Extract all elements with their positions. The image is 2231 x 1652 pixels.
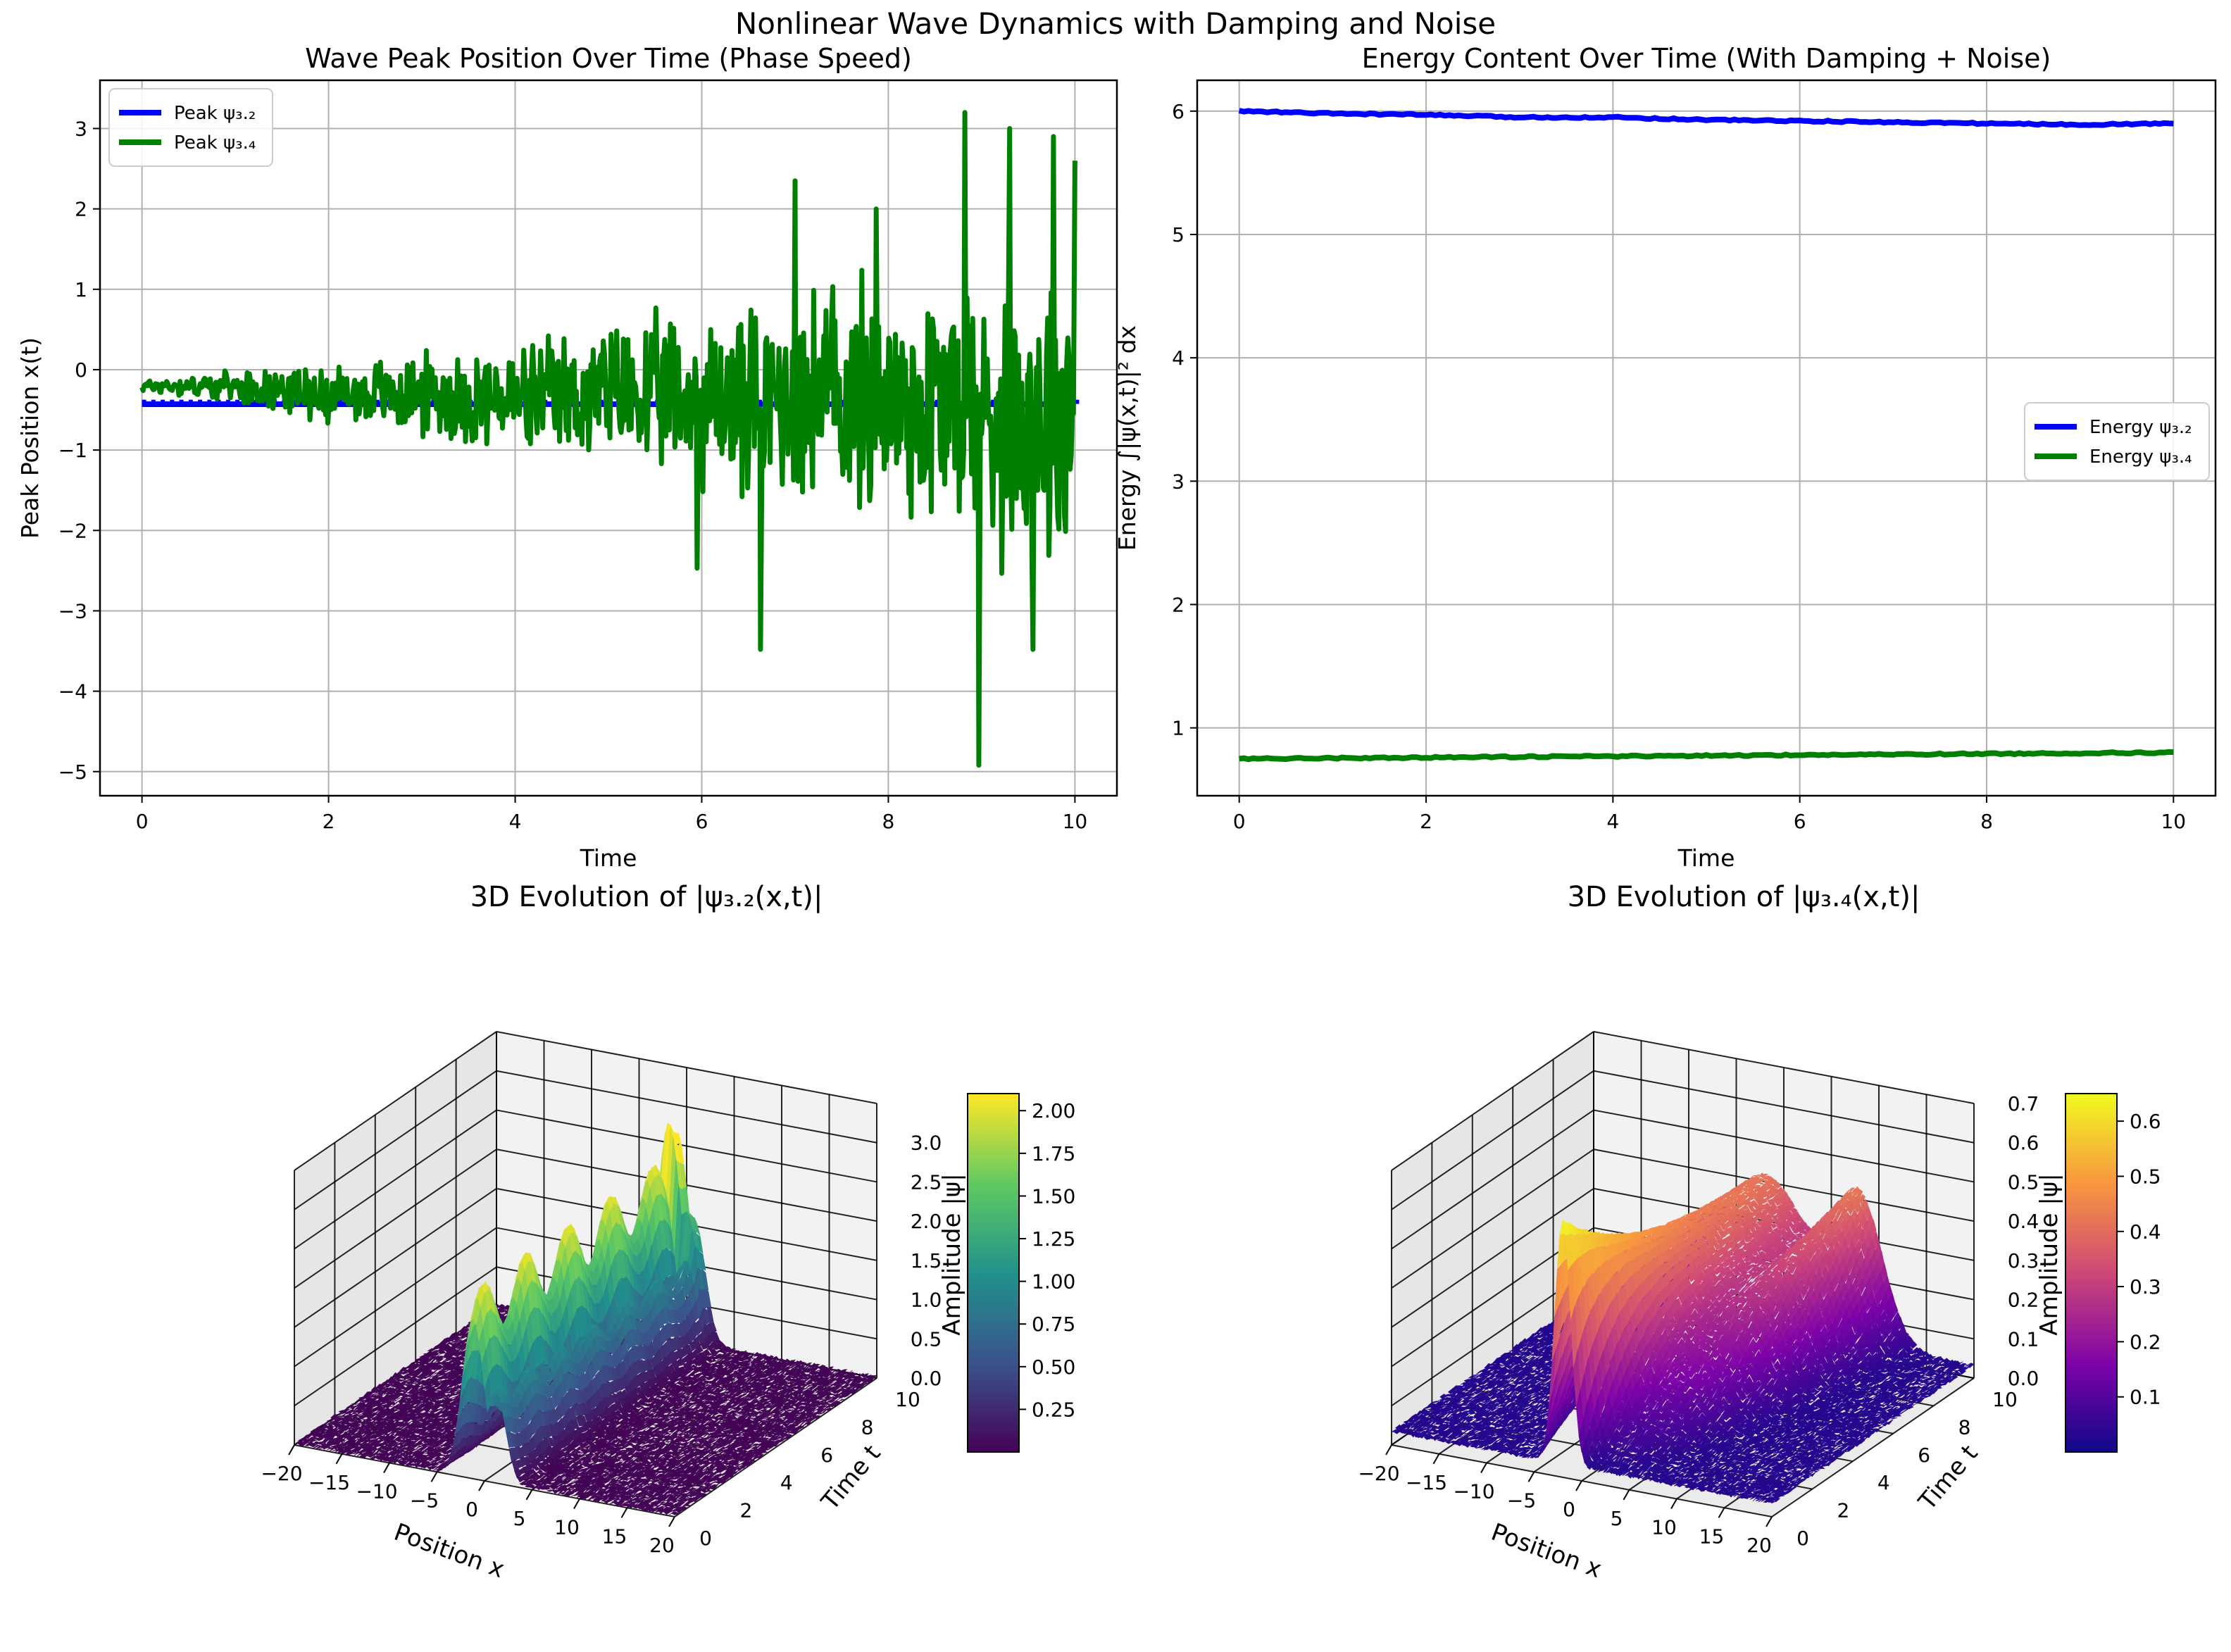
figure-suptitle: Nonlinear Wave Dynamics with Damping and…	[735, 6, 1496, 41]
surface-cell	[499, 1312, 508, 1317]
pane-gridline	[294, 1031, 497, 1171]
y-tick-label: 4	[1172, 346, 1185, 370]
y-tick-label: 2	[1172, 593, 1185, 616]
surface-cell	[864, 1375, 872, 1379]
surface-cell	[860, 1377, 868, 1382]
surface-cell	[812, 1363, 820, 1368]
legend-label-0: Peak ψ₃.₂	[174, 103, 256, 124]
surface-cell	[721, 1351, 729, 1354]
surface-cell	[785, 1367, 793, 1372]
x-tick-label: 0	[1233, 810, 1246, 833]
y-tick-label: 3	[75, 117, 87, 140]
surface-cell	[498, 1313, 505, 1315]
surface-cell	[719, 1351, 727, 1353]
surface-cell	[693, 1220, 701, 1236]
surface-cell	[790, 1360, 799, 1365]
surface-cell	[799, 1361, 807, 1365]
legend-box	[2024, 402, 2210, 481]
legend-label-0: Energy ψ₃.₂	[2089, 417, 2192, 438]
x-tick-label: 10	[2161, 810, 2186, 833]
series-line-1	[1239, 749, 2174, 763]
surface-cell	[706, 1343, 715, 1351]
x-tick-label: 8	[882, 810, 895, 833]
surface-cell	[749, 1356, 756, 1359]
surface-cell	[727, 1351, 735, 1357]
y-tick-label: −5	[58, 761, 87, 784]
y-tick-label: −2	[58, 519, 87, 542]
pane-gridline	[294, 1188, 497, 1328]
surface-cell	[747, 1353, 755, 1356]
surface-cell	[842, 1377, 850, 1380]
surface-cell	[787, 1363, 795, 1368]
x-tick-label: 0	[136, 810, 149, 833]
surface-psi32-chart: −20 −15 −10 −5 0 5 10 15 20 02468100.00.51.01.52.…	[261, 881, 1075, 1584]
surface-cell	[713, 1344, 721, 1351]
surface-cell	[782, 1358, 791, 1364]
peak-position-chart: 0 2 4 6 8 10 −5 −4 −3 −2 −1 0 1 2 3 Wave Peak Position …	[16, 43, 1118, 872]
y-axis-label: Energy ∫|ψ(x,t)|² dx	[1113, 325, 1141, 551]
y-tick-label: −1	[58, 439, 87, 462]
pane-gridline	[294, 1227, 497, 1368]
pane-gridline	[294, 1149, 497, 1289]
x-tick-label: 10	[1063, 810, 1088, 833]
surface-cell	[498, 1309, 507, 1313]
chart-title: Wave Peak Position Over Time (Phase Spee…	[305, 43, 912, 74]
pane-gridline	[496, 1070, 877, 1144]
surface-cell	[818, 1365, 826, 1371]
y-tick-label: 0	[75, 358, 87, 382]
y-axis-label: Peak Position x(t)	[16, 337, 44, 539]
pane-gridline	[294, 1266, 497, 1407]
surface-cell	[728, 1348, 737, 1353]
pane-gridline	[674, 1377, 877, 1518]
surface-cell	[861, 1373, 870, 1378]
surface-cell	[854, 1373, 861, 1375]
surface-cell	[823, 1373, 832, 1379]
surface-cell	[729, 1351, 737, 1356]
surface-cell	[829, 1369, 837, 1373]
pane-gridline	[294, 1109, 497, 1250]
surface-cell	[709, 1348, 717, 1356]
y-tick-label: 2	[75, 198, 87, 221]
series-line-1	[139, 110, 1077, 768]
surface-cell	[845, 1370, 853, 1375]
y-tick-label: 3	[1172, 470, 1185, 493]
series-line-0	[1238, 108, 2174, 128]
surface-cell	[865, 1377, 873, 1384]
x-tick-label: 8	[1980, 810, 1993, 833]
chart-title: Energy Content Over Time (With Damping +…	[1362, 43, 2051, 74]
y-tick-label: 5	[1172, 223, 1185, 246]
surface-cell	[739, 1358, 748, 1362]
x-axis-label: Time	[1677, 844, 1735, 872]
y-tick-label: 1	[1172, 717, 1185, 740]
surface-cell	[856, 1379, 864, 1384]
pane-gridline	[496, 1109, 877, 1183]
x-tick-label: 2	[1420, 810, 1432, 833]
legend-label-1: Energy ψ₃.₄	[2089, 446, 2192, 468]
plot-frame	[1196, 79, 2217, 797]
x-tick-label: 4	[1606, 810, 1619, 833]
y-tick-label: 6	[1172, 100, 1185, 123]
x-tick-label: 4	[509, 810, 522, 833]
pane-gridline	[496, 1149, 877, 1222]
x-tick-label: 6	[696, 810, 708, 833]
pane-gridline	[294, 1070, 497, 1210]
legend-label-1: Peak ψ₃.₄	[174, 132, 256, 154]
y-tick-label: 1	[75, 278, 87, 301]
x-tick-label: 2	[323, 810, 335, 833]
plot-frame	[99, 79, 1118, 797]
pane-gridline	[496, 1031, 877, 1104]
y-tick-label: −3	[58, 599, 87, 622]
surface-cell	[761, 1360, 769, 1366]
x-axis-label: Time	[580, 844, 637, 872]
legend-box	[108, 88, 273, 167]
x-tick-label: 6	[1794, 810, 1806, 833]
y-tick-label: −4	[58, 680, 87, 703]
